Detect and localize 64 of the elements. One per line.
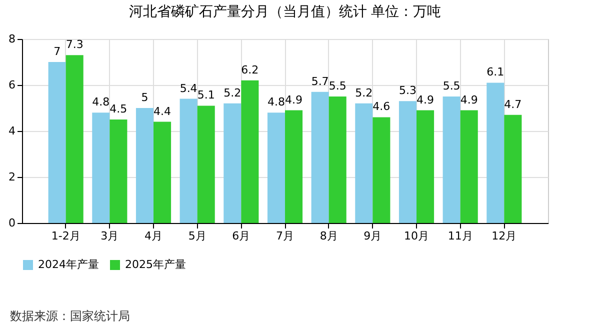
bar <box>66 55 84 223</box>
data-label: 5.2 <box>355 86 373 100</box>
bar <box>398 101 416 223</box>
y-tick-label: 2 <box>8 170 16 184</box>
legend-label: 2024年产量 <box>38 258 99 271</box>
y-tick-label: 4 <box>8 124 16 138</box>
bar <box>92 112 110 223</box>
legend-label: 2025年产量 <box>125 258 186 271</box>
data-label: 7 <box>54 45 61 58</box>
bar <box>328 96 346 223</box>
bar <box>416 110 434 223</box>
y-tick-label: 6 <box>8 78 16 92</box>
data-label: 5.5 <box>442 80 460 92</box>
x-tick-label: 9月 <box>364 230 382 242</box>
bar <box>504 114 522 223</box>
y-tick-label: 0 <box>8 216 16 230</box>
data-label: 5.3 <box>398 84 416 98</box>
data-label: 4.4 <box>154 104 172 118</box>
data-label: 4.8 <box>92 96 110 109</box>
data-label: 6.2 <box>241 63 259 76</box>
data-label: 4.9 <box>416 93 434 106</box>
x-tick-label: 5月 <box>188 230 206 242</box>
x-tick-label: 6月 <box>232 230 250 242</box>
data-label: 4.7 <box>504 98 522 111</box>
data-label: 5.5 <box>328 80 346 92</box>
data-label: 4.6 <box>372 100 390 114</box>
bar <box>267 112 285 223</box>
bar <box>241 80 259 223</box>
data-label: 5.2 <box>224 86 242 100</box>
bar <box>442 96 460 223</box>
bar <box>197 106 215 223</box>
data-label: 4.9 <box>285 93 303 106</box>
x-tick-label: 4月 <box>144 230 162 242</box>
x-tick-label: 11月 <box>448 230 473 242</box>
bar <box>311 92 329 223</box>
bar <box>285 110 303 223</box>
x-tick-label: 3月 <box>100 230 119 242</box>
y-tick-label: 8 <box>8 32 16 46</box>
source-note: 数据来源：国家统计局 <box>10 308 130 325</box>
bar <box>110 120 128 223</box>
bar <box>154 122 172 223</box>
data-label: 4.8 <box>267 96 285 109</box>
bar <box>486 82 504 223</box>
data-label: 6.1 <box>486 66 504 79</box>
data-label: 5.1 <box>197 88 215 102</box>
bar <box>180 98 198 223</box>
data-label: 5 <box>141 91 148 104</box>
chart-title: 河北省磷矿石产量分月（当月值）统计 单位：万吨 <box>128 4 442 20</box>
data-label: 4.5 <box>110 102 128 116</box>
data-label: 7.3 <box>66 38 84 52</box>
data-label: 4.9 <box>460 93 478 106</box>
data-label: 5.4 <box>180 82 198 95</box>
x-tick-label: 1-2月 <box>51 230 80 242</box>
x-tick-label: 7月 <box>276 230 294 242</box>
bar <box>355 103 373 223</box>
bar <box>460 110 478 223</box>
x-tick-label: 8月 <box>320 230 338 242</box>
x-tick-label: 12月 <box>492 230 517 242</box>
bar <box>48 62 66 223</box>
bar <box>224 103 242 223</box>
bar <box>136 108 154 223</box>
x-tick-label: 10月 <box>404 230 429 242</box>
bar <box>372 117 390 223</box>
data-label: 5.7 <box>311 74 329 88</box>
